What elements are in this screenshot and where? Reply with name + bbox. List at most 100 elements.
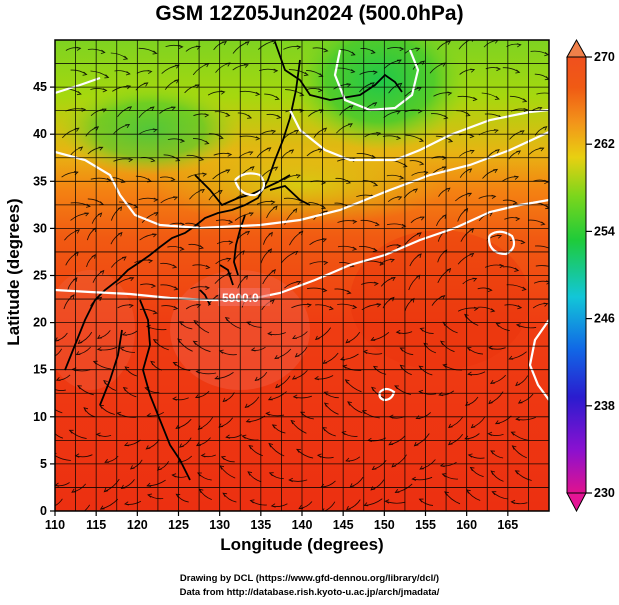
streamline-arrow <box>51 429 55 433</box>
streamline-arrow <box>418 365 424 370</box>
streamline-arrow <box>51 387 55 391</box>
streamline-arrow <box>514 267 520 272</box>
streamline-arrow <box>170 177 176 182</box>
streamline-arrow <box>399 364 405 369</box>
streamline-arrow <box>247 114 253 119</box>
streamline-arrow <box>517 399 523 404</box>
streamline-arrow <box>493 168 499 174</box>
streamline-arrow <box>419 327 425 332</box>
streamline-arrow <box>71 367 77 372</box>
streamline-arrow <box>228 240 234 245</box>
streamline-arrow <box>121 331 127 336</box>
y-axis-label: Latitude (degrees) <box>4 198 23 346</box>
streamline-arrow <box>200 188 206 194</box>
streamline-arrow <box>488 399 493 405</box>
streamline-arrow <box>445 187 451 192</box>
streamline-arrow <box>205 285 210 291</box>
streamline-arrow <box>300 411 305 416</box>
streamline-arrow <box>76 46 82 51</box>
streamline-arrow <box>244 403 250 408</box>
streamline-arrow <box>150 360 155 366</box>
streamline-arrow <box>123 55 129 60</box>
streamline-arrow <box>244 41 250 46</box>
streamline-arrow <box>322 288 328 293</box>
streamline-arrow <box>103 379 108 385</box>
streamline-arrow <box>544 52 549 57</box>
streamline-arrow <box>397 82 403 87</box>
streamline-arrow <box>443 115 449 120</box>
streamline-arrow <box>318 88 323 93</box>
streamline-arrow <box>245 230 251 236</box>
streamline-arrow <box>267 331 273 336</box>
streamline-arrow <box>372 365 378 371</box>
streamline-arrow <box>499 263 505 269</box>
x-tick-label: 110 <box>45 518 65 532</box>
streamline-arrow <box>249 166 255 171</box>
streamline-arrow <box>469 134 475 139</box>
credit-data: Data from http://database.rish.kyoto-u.a… <box>179 587 440 598</box>
streamline-arrow <box>250 347 256 352</box>
streamline-arrow <box>352 219 358 224</box>
streamline-arrow <box>172 264 178 269</box>
streamline-arrow <box>75 229 80 234</box>
streamline-arrow <box>78 146 84 151</box>
streamline-arrow <box>466 347 472 351</box>
streamline-arrow <box>303 71 309 77</box>
streamline-arrow <box>515 69 521 74</box>
streamline-arrow <box>197 425 203 430</box>
streamline <box>535 265 549 267</box>
streamline-arrow <box>122 387 128 392</box>
streamline-arrow <box>515 216 521 222</box>
streamline-arrow <box>552 266 556 269</box>
streamline-arrow <box>273 205 278 211</box>
streamline-arrow <box>254 376 260 381</box>
streamline <box>323 501 336 511</box>
y-tick-label: 15 <box>33 363 47 377</box>
streamline-arrow <box>345 457 351 462</box>
streamline-arrow <box>127 106 133 111</box>
x-tick-label: 125 <box>168 518 189 532</box>
streamline-arrow <box>82 71 88 76</box>
streamline <box>458 40 471 50</box>
streamline-arrow <box>195 45 201 50</box>
streamline-arrow <box>146 412 152 418</box>
streamline-arrow <box>95 432 101 437</box>
streamline-arrow <box>294 129 300 134</box>
y-tick-label: 0 <box>40 504 47 518</box>
streamline-arrow <box>467 453 473 458</box>
streamline-arrow <box>147 69 153 75</box>
streamline-arrow <box>496 66 501 72</box>
streamline-arrow <box>411 476 417 481</box>
colorbar-min-arrow <box>566 492 587 513</box>
streamline-arrow <box>390 276 396 282</box>
streamline-arrow <box>396 135 402 141</box>
streamline-arrow <box>515 416 520 421</box>
streamline-arrow <box>447 440 453 446</box>
streamline-arrow <box>389 296 395 302</box>
streamline-arrow <box>96 334 102 339</box>
streamline-arrow <box>294 352 300 358</box>
streamline-arrow <box>374 222 380 227</box>
streamline-arrow <box>399 46 405 52</box>
streamline-arrow <box>178 321 184 326</box>
streamline-arrow <box>397 196 403 201</box>
streamline-arrow <box>487 287 493 293</box>
streamline-arrow <box>271 129 277 134</box>
streamline-arrow <box>418 498 424 503</box>
streamline-arrow <box>70 294 75 299</box>
streamline-arrow <box>508 355 514 360</box>
streamline-arrow <box>490 308 496 313</box>
x-tick-label: 160 <box>456 518 477 532</box>
streamline-arrow <box>245 418 251 423</box>
streamline-arrow <box>448 423 453 429</box>
streamline-arrow <box>270 503 276 508</box>
streamline-arrow <box>493 129 499 134</box>
streamline-arrow <box>352 246 358 251</box>
colorbar-tick-label: 230 <box>594 486 615 500</box>
x-tick-label: 120 <box>127 518 148 532</box>
credit-drawing: Drawing by DCL (https://www.gfd-dennou.o… <box>179 573 440 584</box>
y-tick-label: 10 <box>33 410 47 424</box>
streamline-arrow <box>399 175 405 180</box>
streamline-arrow <box>374 281 379 286</box>
streamline-arrow <box>226 257 232 262</box>
